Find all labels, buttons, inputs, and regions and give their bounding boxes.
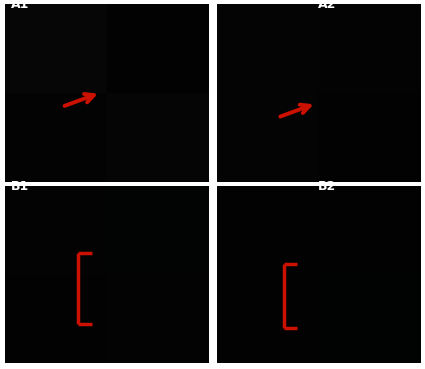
Text: B1: B1: [11, 180, 29, 193]
Text: A1: A1: [11, 0, 30, 11]
Text: A2: A2: [318, 0, 337, 11]
Text: B2: B2: [318, 180, 337, 193]
